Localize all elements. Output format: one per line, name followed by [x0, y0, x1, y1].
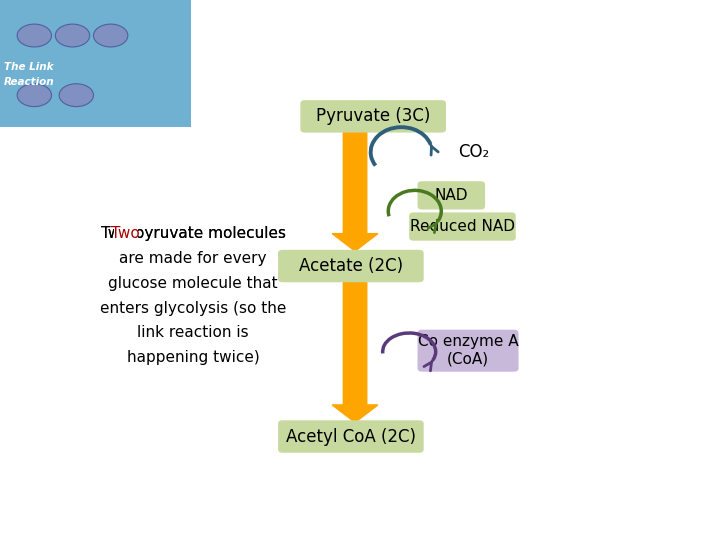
FancyBboxPatch shape — [409, 212, 516, 241]
FancyBboxPatch shape — [278, 250, 423, 282]
Text: Acetate (2C): Acetate (2C) — [299, 257, 403, 275]
Text: link reaction is: link reaction is — [138, 326, 249, 341]
Text: CO₂: CO₂ — [459, 143, 490, 161]
Text: Two: Two — [112, 226, 140, 241]
Text: are made for every: are made for every — [120, 251, 267, 266]
Text: Co enzyme A
(CoA): Co enzyme A (CoA) — [418, 334, 518, 367]
Bar — [114, 222, 138, 245]
FancyBboxPatch shape — [278, 420, 423, 453]
FancyBboxPatch shape — [418, 181, 485, 210]
Text: Two pyruvate molecules: Two pyruvate molecules — [101, 226, 286, 241]
Text: The Link: The Link — [4, 62, 53, 72]
Text: Reaction: Reaction — [4, 77, 55, 87]
Circle shape — [94, 24, 128, 47]
Text: enters glycolysis (so the: enters glycolysis (so the — [100, 301, 287, 315]
Circle shape — [17, 24, 52, 47]
FancyArrow shape — [332, 280, 378, 422]
Text: Reduced NAD: Reduced NAD — [410, 219, 515, 234]
Circle shape — [17, 84, 52, 106]
FancyBboxPatch shape — [418, 329, 518, 372]
Circle shape — [55, 24, 90, 47]
Text: Two pyruvate molecules: Two pyruvate molecules — [101, 226, 286, 241]
FancyArrow shape — [332, 131, 378, 251]
Text: Pyruvate (3C): Pyruvate (3C) — [316, 107, 431, 125]
Circle shape — [59, 84, 94, 106]
Text: glucose molecule that: glucose molecule that — [109, 275, 278, 291]
Text: happening twice): happening twice) — [127, 350, 260, 366]
Text: Acetyl CoA (2C): Acetyl CoA (2C) — [286, 428, 416, 445]
Text: NAD: NAD — [435, 188, 468, 203]
FancyBboxPatch shape — [300, 100, 446, 133]
